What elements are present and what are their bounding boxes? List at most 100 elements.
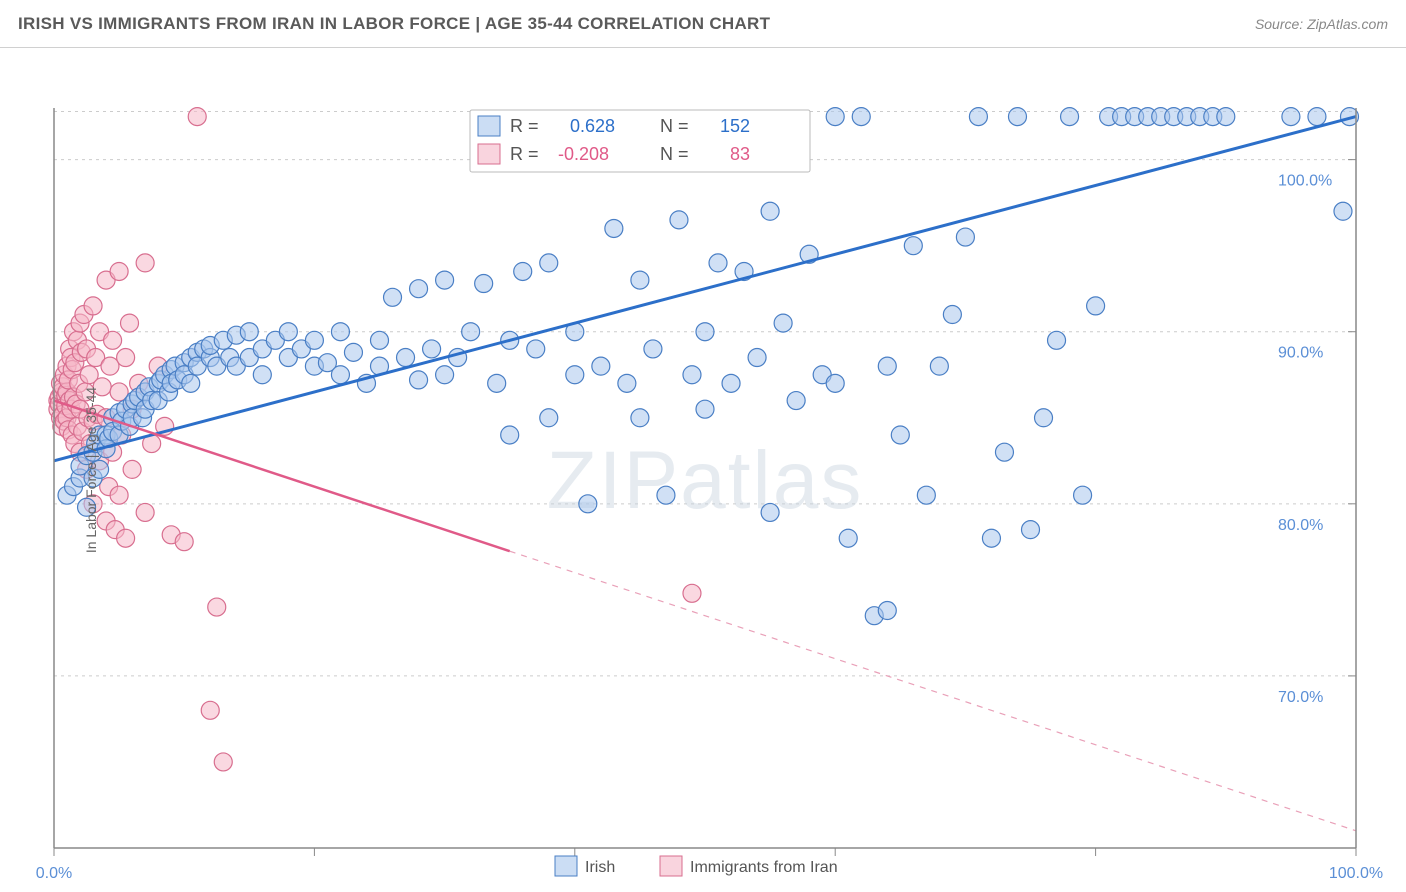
r-value-iran: -0.208 xyxy=(558,144,609,164)
data-point xyxy=(84,297,102,315)
data-point xyxy=(839,529,857,547)
data-point xyxy=(182,374,200,392)
data-point xyxy=(618,374,636,392)
source-attribution: Source: ZipAtlas.com xyxy=(1255,16,1388,32)
data-point xyxy=(117,349,135,367)
data-point xyxy=(110,262,128,280)
data-point xyxy=(631,409,649,427)
data-point xyxy=(592,357,610,375)
data-point xyxy=(136,503,154,521)
data-point xyxy=(787,392,805,410)
data-point xyxy=(253,366,271,384)
y-axis-label: In Labor Force | Age 35-44 xyxy=(83,387,99,553)
data-point xyxy=(1048,331,1066,349)
data-point xyxy=(1217,108,1235,126)
data-point xyxy=(774,314,792,332)
y-tick-label: 90.0% xyxy=(1278,345,1323,362)
data-point xyxy=(123,460,141,478)
data-point xyxy=(956,228,974,246)
legend-label: Immigrants from Iran xyxy=(690,859,838,876)
data-point xyxy=(969,108,987,126)
data-point xyxy=(514,262,532,280)
n-label: N = xyxy=(660,116,689,136)
trend-line-iran-dashed xyxy=(510,551,1356,831)
data-point xyxy=(214,753,232,771)
r-label: R = xyxy=(510,144,539,164)
data-point xyxy=(748,349,766,367)
legend-swatch-iran xyxy=(478,144,500,164)
chart-container: In Labor Force | Age 35-44 ZIPatlas 0.0% 1… xyxy=(0,48,1406,892)
data-point xyxy=(709,254,727,272)
data-point xyxy=(397,349,415,367)
scatter-chart: ZIPatlas 0.0% 100.0% 70.0% 80.0% 90.0% 100.0% R… xyxy=(0,48,1406,892)
x-tick-label: 100.0% xyxy=(1329,865,1383,882)
data-point xyxy=(891,426,909,444)
data-point xyxy=(201,701,219,719)
data-point xyxy=(475,275,493,293)
data-point xyxy=(410,371,428,389)
data-point xyxy=(371,331,389,349)
data-point xyxy=(566,366,584,384)
x-tick-label: 0.0% xyxy=(36,865,72,882)
data-point xyxy=(136,254,154,272)
data-point xyxy=(527,340,545,358)
data-point xyxy=(1035,409,1053,427)
data-point xyxy=(121,314,139,332)
data-point xyxy=(943,306,961,324)
r-value-irish: 0.628 xyxy=(570,116,615,136)
legend-swatch xyxy=(660,856,682,876)
data-point xyxy=(410,280,428,298)
data-point xyxy=(344,343,362,361)
data-point xyxy=(696,323,714,341)
data-point xyxy=(930,357,948,375)
data-point xyxy=(670,211,688,229)
data-point xyxy=(110,486,128,504)
data-point xyxy=(878,602,896,620)
watermark: ZIPatlas xyxy=(547,435,864,526)
data-point xyxy=(331,323,349,341)
data-point xyxy=(279,323,297,341)
source-name: ZipAtlas.com xyxy=(1307,16,1388,32)
data-point xyxy=(1022,521,1040,539)
n-value-irish: 152 xyxy=(720,116,750,136)
data-point xyxy=(436,271,454,289)
data-point xyxy=(501,426,519,444)
data-point xyxy=(657,486,675,504)
data-point xyxy=(579,495,597,513)
chart-title: IRISH VS IMMIGRANTS FROM IRAN IN LABOR F… xyxy=(18,14,770,34)
data-point xyxy=(540,254,558,272)
data-point xyxy=(384,288,402,306)
data-point xyxy=(917,486,935,504)
data-point xyxy=(722,374,740,392)
data-point xyxy=(101,357,119,375)
data-point xyxy=(995,443,1013,461)
data-point xyxy=(175,533,193,551)
y-tick-label: 80.0% xyxy=(1278,517,1323,534)
source-prefix: Source: xyxy=(1255,16,1307,32)
data-point xyxy=(1074,486,1092,504)
data-point xyxy=(305,331,323,349)
y-tick-label: 100.0% xyxy=(1278,173,1332,190)
legend-swatch-irish xyxy=(478,116,500,136)
data-point xyxy=(826,374,844,392)
n-value-iran: 83 xyxy=(730,144,750,164)
data-point xyxy=(761,503,779,521)
data-point xyxy=(644,340,662,358)
data-point xyxy=(631,271,649,289)
data-point xyxy=(696,400,714,418)
data-point xyxy=(488,374,506,392)
data-point xyxy=(240,323,258,341)
data-point xyxy=(1282,108,1300,126)
data-point xyxy=(423,340,441,358)
data-point xyxy=(436,366,454,384)
data-point xyxy=(826,108,844,126)
data-point xyxy=(761,202,779,220)
data-point xyxy=(188,108,206,126)
data-point xyxy=(1061,108,1079,126)
n-label: N = xyxy=(660,144,689,164)
data-point xyxy=(117,529,135,547)
y-tick-label: 70.0% xyxy=(1278,689,1323,706)
data-point xyxy=(683,584,701,602)
data-point xyxy=(104,331,122,349)
data-point xyxy=(852,108,870,126)
